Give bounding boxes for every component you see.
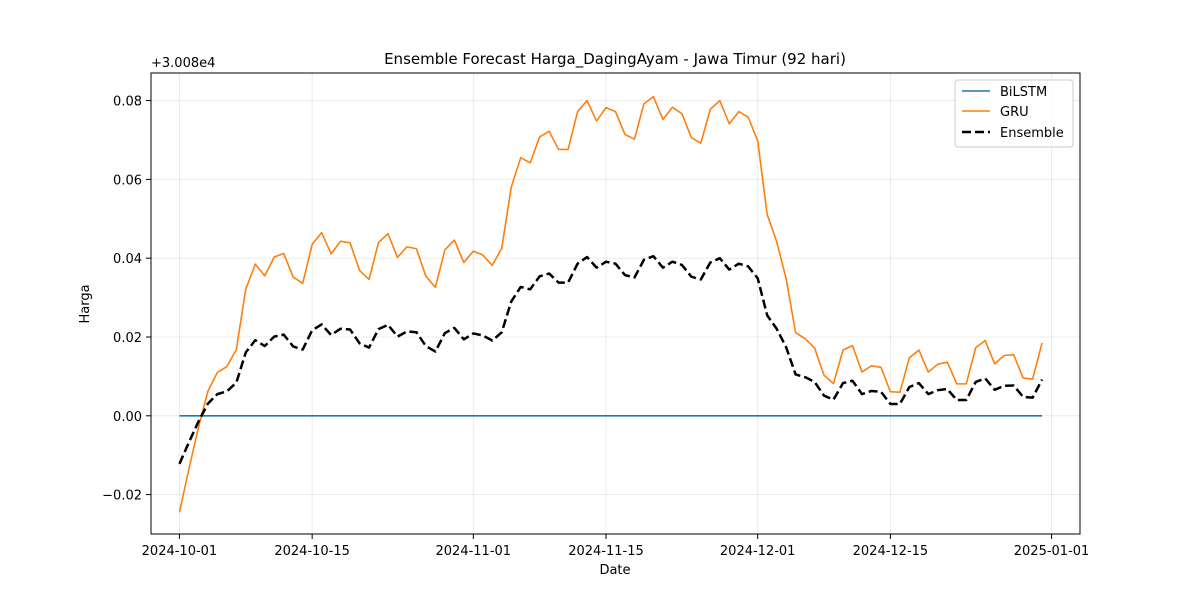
series-layer xyxy=(178,95,1044,513)
x-tick-label: 2024-11-15 xyxy=(568,544,644,559)
legend-box xyxy=(954,79,1074,148)
legend-label-gru: GRU xyxy=(1000,105,1029,120)
x-axis-label: Date xyxy=(599,563,630,578)
y-axis-label: Harga xyxy=(78,284,93,323)
series-line-gru xyxy=(178,95,1043,513)
legend-label-bilstm: BiLSTM xyxy=(1000,85,1047,100)
y-offset-label: +3.008e4 xyxy=(151,56,215,71)
y-tick-label: −0.02 xyxy=(102,489,142,504)
plot-frame xyxy=(150,72,1081,535)
legend: BiLSTM GRU Ensemble xyxy=(954,79,1074,148)
chart-title: Ensemble Forecast Harga_DagingAyam - Jaw… xyxy=(384,50,846,69)
tick-layer: 2024-10-01 2024-10-15 2024-11-01 2024-11-15… xyxy=(102,95,1089,559)
y-tick-label: 0.04 xyxy=(113,252,142,267)
x-tick-label: 2024-10-15 xyxy=(274,544,350,559)
x-tick-label: 2024-10-01 xyxy=(142,544,218,559)
y-tick-label: 0.06 xyxy=(113,173,142,188)
x-tick-label: 2024-12-01 xyxy=(720,544,796,559)
x-tick-label: 2024-11-01 xyxy=(436,544,512,559)
x-tick-label: 2024-12-15 xyxy=(853,544,929,559)
x-tick-label: 2025-01-01 xyxy=(1014,544,1090,559)
legend-label-ensemble: Ensemble xyxy=(1000,126,1064,141)
y-tick-label: 0.00 xyxy=(113,410,142,425)
y-tick-label: 0.08 xyxy=(113,95,142,110)
y-tick-label: 0.02 xyxy=(113,331,142,346)
